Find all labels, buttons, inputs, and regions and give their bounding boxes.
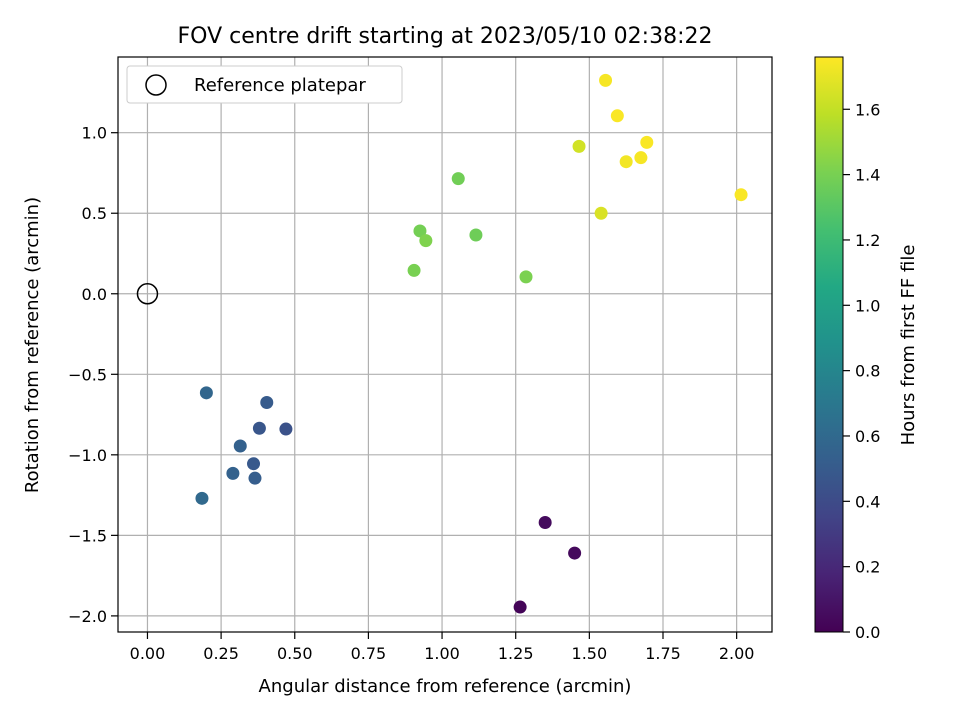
x-tick-label: 1.50 [572, 644, 608, 663]
scatter-point [594, 206, 608, 220]
scatter-point [599, 73, 613, 87]
legend: Reference platepar [126, 65, 403, 104]
legend-label-reference: Reference platepar [194, 75, 366, 96]
colorbar-tick-label: 0.4 [855, 492, 880, 511]
scatter-point [260, 395, 274, 409]
scatter-point [233, 439, 247, 453]
scatter-point [451, 172, 465, 186]
x-axis-label: Angular distance from reference (arcmin) [259, 676, 632, 697]
scatter-point [419, 234, 433, 248]
scatter-point [195, 491, 209, 505]
scatter-point [413, 224, 427, 238]
x-tick-label: 0.25 [203, 644, 239, 663]
x-tick-label: 0.75 [351, 644, 387, 663]
scatter-point [634, 151, 648, 165]
colorbar-tick-label: 1.6 [855, 100, 880, 119]
reference-platepar-marker [136, 283, 159, 305]
y-tick-label: 0.5 [82, 204, 107, 223]
colorbar-ticks: 0.0 0.2 0.4 0.6 0.8 1.0 1.2 1.4 1.6 [843, 100, 880, 642]
scatter-point [248, 471, 262, 485]
colorbar-frame [814, 56, 844, 633]
y-axis-ticks: 1.0 0.5 0.0 −0.5 −1.0 −1.5 −2.0 [68, 124, 118, 626]
reference-layer [136, 283, 159, 305]
legend-marker-reference [145, 74, 167, 96]
scatter-point [568, 546, 582, 560]
colorbar-label: Hours from first FF file [898, 245, 919, 446]
x-tick-label: 1.00 [424, 644, 460, 663]
colorbar: 0.0 0.2 0.4 0.6 0.8 1.0 1.2 1.4 1.6 Hours from f… [814, 56, 919, 642]
scatter-point [513, 600, 527, 614]
scatter-points [195, 73, 748, 614]
y-tick-label: −0.5 [68, 365, 107, 384]
scatter-point [469, 228, 483, 242]
x-tick-label: 1.75 [645, 644, 681, 663]
y-tick-label: 1.0 [82, 124, 107, 143]
y-tick-label: −1.0 [68, 446, 107, 465]
scatter-point [610, 109, 624, 123]
scatter-point [538, 515, 552, 529]
grid [118, 57, 772, 632]
y-axis-label: Rotation from reference (arcmin) [22, 197, 43, 493]
scatter-point [407, 263, 421, 277]
scatter-point [519, 270, 533, 284]
scatter-point [226, 466, 240, 480]
scatter-point [279, 422, 293, 436]
y-tick-label: −2.0 [68, 607, 107, 626]
x-tick-label: 0.00 [130, 644, 166, 663]
x-tick-label: 2.00 [719, 644, 755, 663]
y-tick-label: 0.0 [82, 285, 107, 304]
colorbar-tick-label: 0.8 [855, 362, 880, 381]
colorbar-tick-label: 1.0 [855, 296, 880, 315]
scatter-point [619, 155, 633, 169]
colorbar-gradient [815, 57, 843, 632]
legend-box [126, 65, 403, 104]
plot-area-frame [117, 56, 773, 633]
x-tick-label: 1.25 [498, 644, 534, 663]
colorbar-tick-label: 0.0 [855, 623, 880, 642]
colorbar-tick-label: 1.2 [855, 231, 880, 250]
x-axis-ticks: 0.00 0.25 0.50 0.75 1.00 1.25 1.50 1.75 2.00 [130, 632, 755, 663]
y-tick-label: −1.5 [68, 526, 107, 545]
scatter-point [247, 457, 261, 471]
scatter-point [640, 135, 654, 149]
x-tick-label: 0.50 [277, 644, 313, 663]
scatter-point [252, 421, 266, 435]
colorbar-tick-label: 0.2 [855, 558, 880, 577]
scatter-point [199, 386, 213, 400]
colorbar-tick-label: 0.6 [855, 427, 880, 446]
scatter-point [572, 139, 586, 153]
colorbar-tick-label: 1.4 [855, 166, 880, 185]
scatter-point [734, 188, 748, 202]
chart-title: FOV centre drift starting at 2023/05/10 … [178, 24, 713, 49]
